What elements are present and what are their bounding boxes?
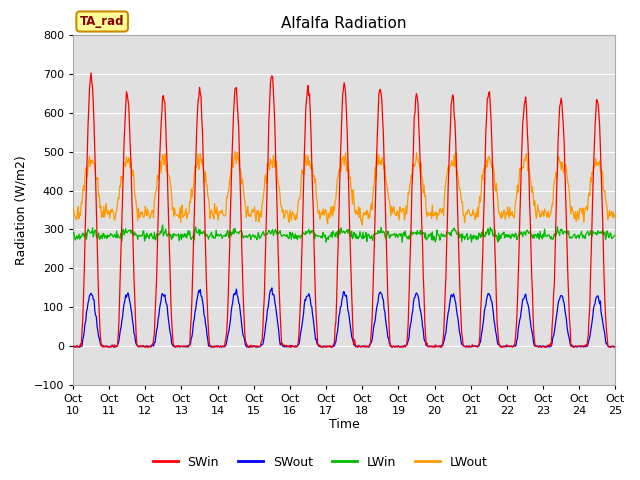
Text: TA_rad: TA_rad [80, 15, 124, 28]
X-axis label: Time: Time [329, 419, 360, 432]
Title: Alfalfa Radiation: Alfalfa Radiation [282, 16, 407, 31]
Legend: SWin, SWout, LWin, LWout: SWin, SWout, LWin, LWout [147, 451, 493, 474]
Y-axis label: Radiation (W/m2): Radiation (W/m2) [15, 155, 28, 265]
